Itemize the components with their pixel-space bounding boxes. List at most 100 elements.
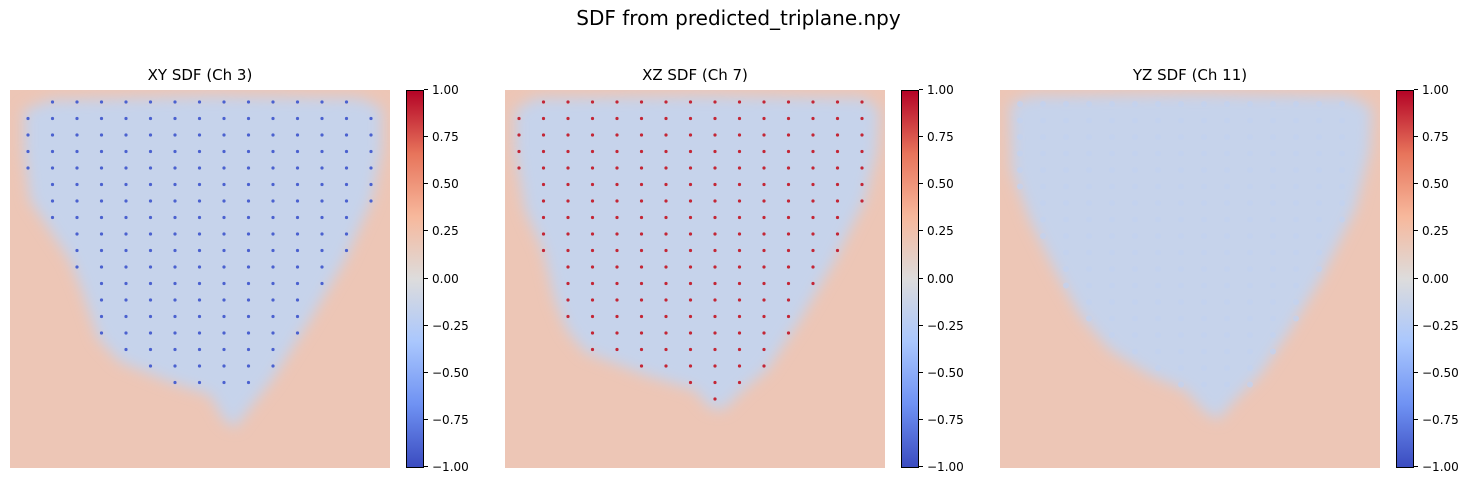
sdf-sample-point xyxy=(1201,266,1207,272)
sdf-sample-point xyxy=(271,199,275,203)
sdf-sample-point xyxy=(762,232,766,236)
colorbar-tick-mark xyxy=(424,230,428,232)
sdf-sample-point xyxy=(688,364,693,368)
sdf-sample-point xyxy=(1109,216,1115,223)
colorbar-tick-mark xyxy=(1414,371,1418,373)
sdf-sample-point xyxy=(1155,266,1161,272)
sdf-sample-point xyxy=(246,100,251,104)
colorbar-tick: −0.50 xyxy=(1414,366,1474,380)
colorbar-tick-mark xyxy=(424,466,428,467)
sdf-sample-point xyxy=(26,166,30,170)
sdf-sample-point xyxy=(1132,348,1138,355)
sdf-sample-point xyxy=(344,166,349,170)
sdf-sample-point xyxy=(271,347,275,352)
sdf-sample-point xyxy=(1109,282,1115,289)
sdf-sample-point xyxy=(50,149,55,154)
sdf-sample-point xyxy=(197,347,202,352)
sdf-sample-point xyxy=(713,281,717,286)
sdf-sample-point xyxy=(1109,101,1115,107)
colorbar-tick-label: −0.50 xyxy=(1422,365,1459,380)
sdf-sample-point xyxy=(320,149,324,154)
sdf-sample-point xyxy=(737,298,742,302)
sdf-sample-point xyxy=(590,331,595,335)
sdf-sample-point xyxy=(688,331,693,335)
sdf-sample-point xyxy=(615,248,619,253)
sdf-sample-point xyxy=(835,199,840,203)
sdf-sample-point xyxy=(713,298,717,302)
colorbar-tick: −0.75 xyxy=(919,413,979,427)
sdf-sample-point xyxy=(271,248,275,253)
colorbar-tick-mark xyxy=(1414,324,1418,326)
sdf-sample-point xyxy=(124,166,128,170)
sdf-sample-point xyxy=(271,149,275,154)
sdf-sample-point xyxy=(1178,381,1184,388)
sdf-sample-point xyxy=(713,215,717,220)
sdf-sample-point xyxy=(271,182,275,187)
sdf-sample-point xyxy=(541,116,546,121)
sdf-sample-point xyxy=(369,182,373,187)
sdf-sample-point xyxy=(295,215,300,220)
sdf-sample-point xyxy=(811,149,815,154)
sdf-sample-point xyxy=(1339,101,1345,107)
colorbar-tick: 1.00 xyxy=(1414,83,1474,97)
sdf-sample-point xyxy=(99,199,104,203)
sdf-sample-point xyxy=(246,380,251,385)
sdf-sample-point xyxy=(222,100,226,104)
sdf-sample-point xyxy=(688,314,693,319)
sdf-sample-point xyxy=(1293,150,1299,157)
colorbar-tick-mark xyxy=(424,418,428,420)
sdf-sample-point xyxy=(639,314,644,319)
inside-region xyxy=(1010,94,1372,420)
sdf-sample-point xyxy=(1339,117,1345,124)
sdf-sample-point xyxy=(1109,315,1115,322)
sdf-sample-point xyxy=(762,166,766,170)
sdf-sample-point xyxy=(688,149,693,154)
sdf-sample-point xyxy=(590,298,595,302)
colorbar-tick-label: −1.00 xyxy=(927,460,964,474)
sdf-sample-point xyxy=(835,133,840,137)
sdf-sample-point xyxy=(246,116,251,121)
sdf-sample-point xyxy=(1247,183,1253,190)
sdf-sample-point xyxy=(615,133,619,137)
sdf-sample-point xyxy=(173,248,177,253)
sdf-sample-point xyxy=(1224,216,1230,223)
colorbar-tick-mark xyxy=(424,324,428,326)
sdf-sample-point xyxy=(664,265,668,269)
sdf-sample-point xyxy=(1109,117,1115,124)
sdf-sample-point xyxy=(173,133,177,137)
sdf-sample-point xyxy=(639,265,644,269)
sdf-sample-point xyxy=(1293,249,1299,256)
sdf-sample-point xyxy=(590,166,595,170)
sdf-sample-point xyxy=(615,100,619,104)
sdf-sample-point xyxy=(271,166,275,170)
sdf-sample-point xyxy=(99,215,104,220)
sdf-sample-point xyxy=(1132,266,1138,272)
sdf-sample-point xyxy=(1293,233,1299,239)
colorbar-tick-mark xyxy=(1414,136,1418,138)
sdf-sample-point xyxy=(713,182,717,187)
sdf-sample-point xyxy=(811,133,815,137)
sdf-sample-point xyxy=(1155,249,1161,256)
sdf-sample-point xyxy=(786,182,791,187)
colorbar-tick-mark xyxy=(424,183,428,185)
sdf-sample-point xyxy=(1201,249,1207,256)
colorbar-tick-mark xyxy=(1414,466,1418,467)
colorbar-tick-label: 1.00 xyxy=(927,83,954,97)
sdf-sample-point xyxy=(1109,167,1115,173)
sdf-sample-point xyxy=(1086,117,1092,124)
sdf-sample-point xyxy=(615,149,619,154)
sdf-sample-point xyxy=(246,182,251,187)
sdf-sample-point xyxy=(566,133,570,137)
sdf-sample-point xyxy=(566,149,570,154)
sdf-sample-point xyxy=(1224,282,1230,289)
sdf-sample-point xyxy=(762,248,766,253)
sdf-sample-point xyxy=(1178,315,1184,322)
sdf-sample-point xyxy=(688,133,693,137)
sdf-sample-point xyxy=(271,100,275,104)
panel-title: XZ SDF (Ch 7) xyxy=(642,66,748,84)
sdf-sample-point xyxy=(99,331,104,335)
sdf-sample-point xyxy=(737,331,742,335)
colorbar-axis: 1.00 0.75 0.50 0.25 0.00 −0.25 −0.50 −0.75 −1.00 xyxy=(919,83,979,474)
sdf-sample-point xyxy=(1339,134,1345,140)
sdf-sample-point xyxy=(173,149,177,154)
